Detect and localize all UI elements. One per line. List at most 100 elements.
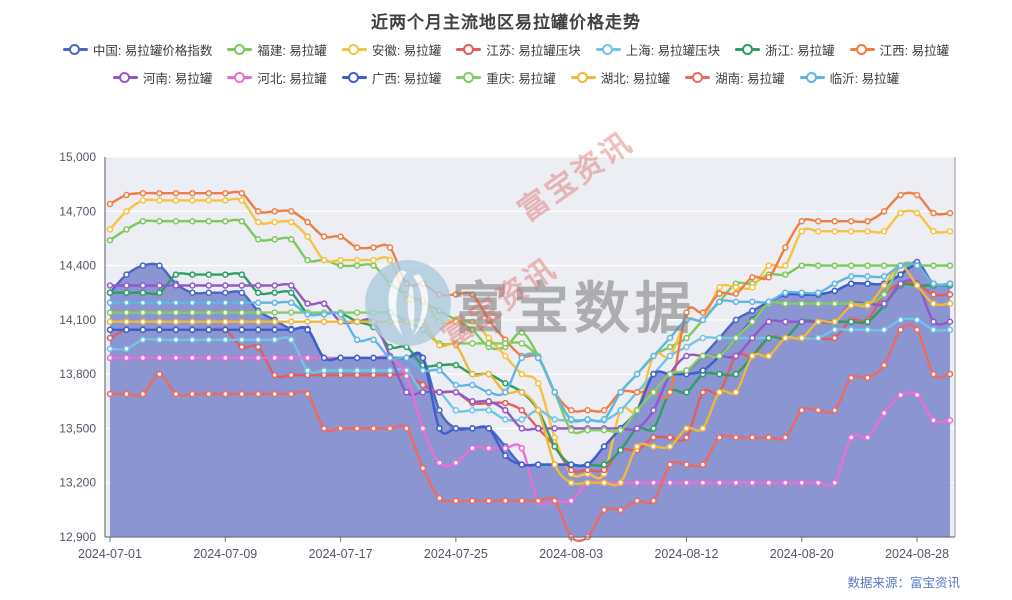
data-point[interactable] — [600, 479, 608, 486]
data-point[interactable] — [205, 271, 213, 278]
data-point[interactable] — [254, 218, 262, 226]
data-point[interactable] — [254, 236, 262, 243]
data-point[interactable] — [847, 262, 855, 269]
data-point[interactable] — [287, 318, 295, 325]
data-point[interactable] — [238, 343, 246, 351]
series-line-1[interactable] — [108, 218, 952, 423]
data-point[interactable] — [469, 425, 476, 432]
data-point[interactable] — [222, 299, 229, 306]
data-point[interactable] — [567, 426, 575, 434]
data-point[interactable] — [403, 343, 410, 351]
data-point[interactable] — [337, 262, 344, 269]
data-point[interactable] — [600, 466, 608, 474]
data-point[interactable] — [864, 318, 871, 325]
data-point[interactable] — [189, 217, 196, 225]
data-point[interactable] — [320, 354, 328, 362]
data-point[interactable] — [271, 371, 278, 379]
data-point[interactable] — [666, 334, 674, 342]
data-point[interactable] — [386, 425, 394, 432]
data-point[interactable] — [123, 299, 130, 306]
data-point[interactable] — [485, 407, 493, 414]
data-point[interactable] — [238, 299, 246, 306]
data-point[interactable] — [320, 425, 328, 432]
data-point[interactable] — [139, 189, 147, 197]
data-point[interactable] — [287, 299, 295, 306]
data-point[interactable] — [798, 227, 806, 235]
data-point[interactable] — [584, 466, 591, 474]
data-point[interactable] — [254, 282, 262, 289]
data-point[interactable] — [452, 361, 460, 369]
data-point[interactable] — [271, 236, 278, 243]
data-point[interactable] — [584, 416, 591, 423]
data-point[interactable] — [683, 479, 690, 486]
data-point[interactable] — [600, 461, 608, 468]
data-point[interactable] — [370, 336, 377, 344]
data-point[interactable] — [633, 370, 641, 378]
data-point[interactable] — [238, 318, 246, 325]
data-point[interactable] — [584, 461, 591, 468]
data-point[interactable] — [271, 218, 278, 226]
data-point[interactable] — [732, 388, 740, 396]
data-point[interactable] — [913, 262, 921, 269]
data-point[interactable] — [502, 340, 509, 347]
data-point[interactable] — [156, 370, 163, 378]
data-point[interactable] — [485, 425, 493, 432]
data-point[interactable] — [633, 388, 641, 396]
data-point[interactable] — [617, 407, 624, 414]
data-point[interactable] — [749, 307, 756, 315]
data-point[interactable] — [864, 434, 871, 441]
data-point[interactable] — [123, 208, 130, 215]
data-point[interactable] — [518, 425, 526, 432]
data-point[interactable] — [205, 289, 213, 296]
data-point[interactable] — [650, 370, 657, 378]
data-point[interactable] — [172, 282, 180, 289]
data-point[interactable] — [633, 443, 641, 450]
data-point[interactable] — [765, 274, 773, 281]
data-point[interactable] — [782, 271, 789, 278]
data-point[interactable] — [386, 318, 394, 325]
data-point[interactable] — [353, 318, 361, 325]
data-point[interactable] — [254, 309, 262, 316]
data-point[interactable] — [584, 479, 591, 486]
data-point[interactable] — [782, 318, 789, 325]
data-point[interactable] — [139, 390, 147, 398]
data-point[interactable] — [880, 291, 888, 298]
data-point[interactable] — [699, 352, 707, 360]
data-point[interactable] — [370, 318, 377, 325]
data-point[interactable] — [930, 300, 937, 307]
data-point[interactable] — [139, 217, 147, 225]
data-point[interactable] — [831, 407, 838, 414]
data-point[interactable] — [156, 282, 163, 289]
data-point[interactable] — [403, 296, 410, 304]
data-point[interactable] — [946, 300, 954, 307]
data-point[interactable] — [567, 466, 575, 474]
data-point[interactable] — [864, 273, 871, 280]
data-point[interactable] — [106, 282, 114, 289]
data-point[interactable] — [864, 280, 871, 287]
data-point[interactable] — [666, 461, 674, 468]
data-point[interactable] — [205, 197, 213, 204]
data-point[interactable] — [189, 354, 196, 362]
data-point[interactable] — [930, 291, 937, 298]
data-point[interactable] — [897, 191, 904, 199]
data-point[interactable] — [930, 417, 937, 424]
legend-item-0[interactable]: 中国: 易拉罐价格指数 — [62, 40, 212, 59]
data-point[interactable] — [864, 262, 871, 269]
data-point[interactable] — [502, 445, 509, 452]
data-point[interactable] — [946, 417, 954, 424]
data-point[interactable] — [485, 398, 493, 405]
data-point[interactable] — [847, 326, 855, 334]
data-point[interactable] — [930, 262, 937, 269]
data-point[interactable] — [189, 289, 196, 296]
data-point[interactable] — [814, 407, 822, 414]
data-point[interactable] — [370, 425, 377, 432]
data-point[interactable] — [271, 208, 278, 215]
data-point[interactable] — [716, 479, 723, 486]
data-point[interactable] — [222, 197, 229, 204]
legend-item-4[interactable]: 上海: 易拉罐压块 — [595, 40, 720, 59]
data-point[interactable] — [320, 300, 328, 307]
data-point[interactable] — [864, 374, 871, 382]
data-point[interactable] — [518, 416, 526, 423]
data-point[interactable] — [732, 298, 740, 306]
data-point[interactable] — [683, 343, 690, 351]
